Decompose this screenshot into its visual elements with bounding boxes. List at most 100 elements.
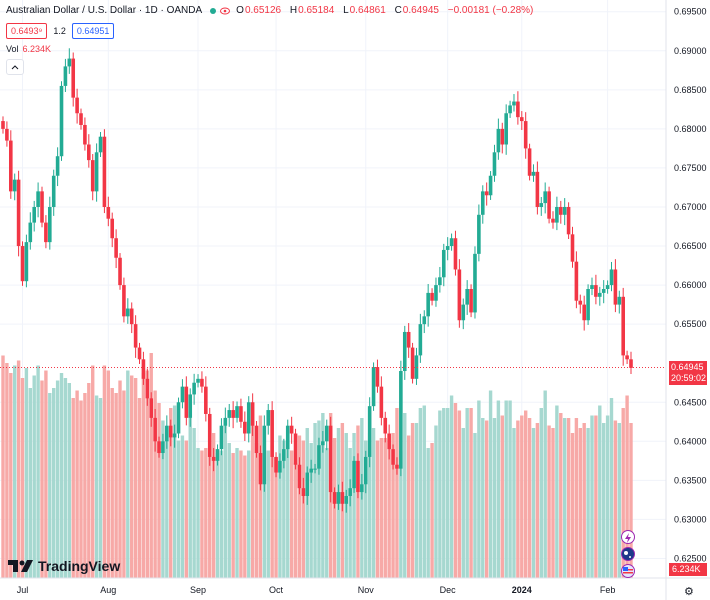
candle-body <box>531 171 536 176</box>
candle <box>504 104 508 155</box>
volume-bar <box>153 390 157 578</box>
candle <box>180 379 185 409</box>
symbol-legend: Australian Dollar / U.S. Dollar · 1D · O… <box>6 5 539 16</box>
open-label: O <box>236 5 244 16</box>
candle <box>321 431 325 453</box>
y-tick-label: 0.69500 <box>674 7 707 17</box>
volume-bar <box>44 370 48 578</box>
candle-body <box>348 488 352 496</box>
volume-bar <box>282 440 286 578</box>
candle-body <box>500 128 505 145</box>
candle <box>188 388 193 427</box>
candle-body <box>336 492 341 504</box>
volume-bar <box>617 423 621 578</box>
volume-bar <box>566 418 571 578</box>
volume-bar <box>356 425 360 578</box>
candle <box>395 457 399 475</box>
candle-body <box>75 97 79 114</box>
candle <box>305 466 310 505</box>
candle-body <box>332 492 337 504</box>
volume-bar <box>570 433 575 578</box>
candle <box>445 237 450 261</box>
au-flag-icon <box>624 551 631 558</box>
candle-body <box>215 449 220 461</box>
volume-bar <box>399 450 403 578</box>
candle <box>555 196 559 231</box>
candle <box>122 277 126 323</box>
tradingview-logo[interactable]: TradingView <box>8 558 120 574</box>
volume-bar <box>133 378 138 578</box>
volume-bar <box>71 398 75 578</box>
candle-body <box>629 359 633 368</box>
collapse-legend-button[interactable] <box>6 59 24 75</box>
candle-body <box>9 140 13 192</box>
candle <box>106 196 111 227</box>
volume-bar <box>227 443 231 578</box>
candle <box>63 58 68 93</box>
volume-bar <box>79 400 83 578</box>
volume-bar <box>317 420 321 578</box>
candle <box>192 373 196 405</box>
candle-body <box>414 355 419 379</box>
volume-bar <box>223 418 228 578</box>
candle-body <box>617 296 622 305</box>
buy-price-button[interactable]: 0.64951 <box>71 23 115 39</box>
x-tick-label: Sep <box>190 585 206 595</box>
candle <box>9 130 13 199</box>
candle <box>426 284 430 327</box>
volume-bar <box>364 440 368 578</box>
volume-bar <box>184 440 189 578</box>
volume-bar <box>598 405 602 578</box>
candle-body <box>508 105 512 114</box>
volume-bar <box>243 455 247 578</box>
candle-body <box>83 124 87 145</box>
candle <box>246 396 251 443</box>
candle-body <box>141 359 146 379</box>
lightning-event-icon[interactable] <box>621 530 635 544</box>
candle-body <box>204 386 208 414</box>
au-flag-event-icon[interactable] <box>621 547 635 561</box>
candle-body <box>410 347 415 379</box>
y-tick-label: 0.64500 <box>674 397 707 407</box>
candle-body <box>102 136 107 207</box>
candle-body <box>106 206 111 219</box>
candle <box>28 212 33 250</box>
candle-body <box>371 367 376 407</box>
volume-bar <box>24 368 29 578</box>
candle <box>258 445 263 491</box>
volume-bar <box>504 400 508 578</box>
close-label: C <box>394 5 402 16</box>
volume-bar <box>418 408 423 578</box>
candle-body <box>55 156 60 176</box>
candle-body <box>79 113 83 125</box>
volume-bar <box>215 453 220 578</box>
candle-body <box>235 406 239 418</box>
settings-gear-icon[interactable]: ⚙ <box>684 586 694 598</box>
candle <box>438 266 442 293</box>
candle-body <box>126 308 130 317</box>
x-tick-label: Aug <box>100 585 116 595</box>
candle <box>488 171 493 200</box>
candle <box>453 230 458 276</box>
volume-bar <box>239 450 243 578</box>
candle-body <box>301 488 306 496</box>
candle-body <box>200 378 204 387</box>
candle <box>172 424 177 448</box>
symbol-title[interactable]: Australian Dollar / U.S. Dollar · 1D · O… <box>6 5 203 16</box>
candle <box>543 182 547 214</box>
y-tick-label: 0.62500 <box>674 553 707 563</box>
candle-body <box>87 144 91 161</box>
volume-bar <box>114 393 118 578</box>
volume-bar <box>410 423 415 578</box>
us-flag-event-icon[interactable] <box>621 564 635 578</box>
candle-body <box>469 289 473 313</box>
candle-body <box>340 492 345 504</box>
sell-price-button[interactable]: 0.6493⁹ <box>6 23 48 39</box>
volume-bar <box>126 370 130 578</box>
volume-bar <box>492 418 497 578</box>
candle-body <box>543 191 547 204</box>
eye-icon[interactable] <box>220 7 231 15</box>
low-label: L <box>343 5 349 16</box>
candle-body <box>36 191 40 207</box>
